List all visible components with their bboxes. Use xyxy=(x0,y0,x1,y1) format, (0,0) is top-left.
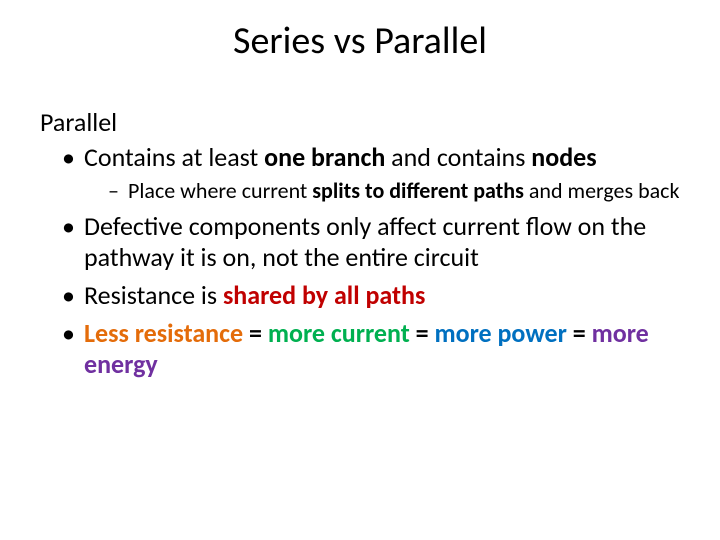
bullet-item-4: Less resistance = more current = more po… xyxy=(62,318,680,381)
bullet-item-1: Contains at least one branch and contain… xyxy=(62,142,680,205)
text: Defective components only affect current… xyxy=(84,210,646,274)
text-green: more current xyxy=(268,317,410,349)
bullet-item-2: Defective components only affect current… xyxy=(62,211,680,274)
text-blue: more power xyxy=(434,317,566,349)
text-bold: = xyxy=(243,317,268,349)
text: and contains xyxy=(391,141,531,173)
text-bold: nodes xyxy=(531,141,596,173)
sub-bullet-item: Place where current splits to different … xyxy=(108,178,680,205)
text: Contains at least xyxy=(84,141,264,173)
text: Place where current xyxy=(128,177,312,204)
section-subtitle: Parallel xyxy=(40,106,680,138)
text-red: shared by all paths xyxy=(223,279,425,311)
sub-bullet-list: Place where current splits to different … xyxy=(84,178,680,205)
slide-title: Series vs Parallel xyxy=(40,18,680,64)
text-bold: = xyxy=(567,317,592,349)
text-bold: one branch xyxy=(264,141,391,173)
text-bold: = xyxy=(410,317,435,349)
bullet-item-3: Resistance is shared by all paths xyxy=(62,280,680,312)
text-orange: Less resistance xyxy=(84,317,243,349)
text: and merges back xyxy=(529,177,680,204)
text: Resistance is xyxy=(84,279,223,311)
bullet-list: Contains at least one branch and contain… xyxy=(40,142,680,381)
text-bold: splits to different paths xyxy=(312,177,529,204)
